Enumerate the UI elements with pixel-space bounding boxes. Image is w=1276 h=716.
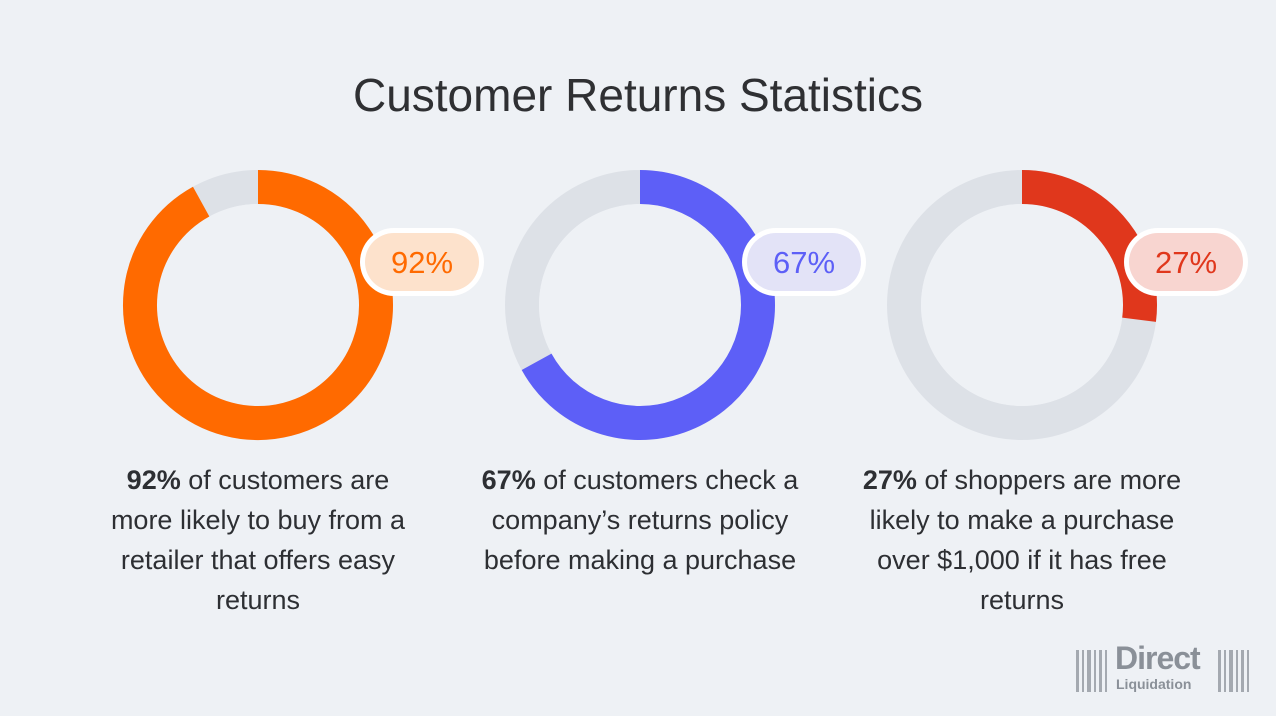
- caption-text: of customers are more likely to buy from…: [110, 465, 406, 615]
- donut-arc: [521, 170, 775, 440]
- value-pill: [1129, 233, 1243, 291]
- donut-center: [539, 204, 741, 406]
- caption: 27% of shoppers are more likely to make …: [857, 460, 1187, 620]
- value-label: 27%: [1155, 245, 1217, 280]
- donut-center: [157, 204, 359, 406]
- value-pill: [747, 233, 861, 291]
- donut-arc: [123, 170, 393, 440]
- donut-arc: [1021, 170, 1157, 322]
- value-label: 67%: [773, 245, 835, 280]
- caption-lead: 27%: [862, 465, 917, 495]
- logo-barcode: [1076, 650, 1249, 692]
- value-pill: [365, 233, 479, 291]
- caption: 67% of customers check a company’s retur…: [475, 460, 805, 580]
- caption: 92% of customers are more likely to buy …: [93, 460, 423, 620]
- title: Customer Returns Statistics: [352, 69, 924, 121]
- caption-text: of shoppers are more likely to make a pu…: [869, 465, 1182, 615]
- caption-lead: 92%: [126, 465, 181, 495]
- logo-subtext: Liquidation: [1116, 676, 1192, 692]
- caption-text: of customers check a company’s returns p…: [483, 465, 799, 575]
- caption-lead: 67%: [481, 465, 536, 495]
- logo-text: Direct: [1115, 640, 1201, 676]
- donut-center: [921, 204, 1123, 406]
- value-label: 92%: [391, 245, 453, 280]
